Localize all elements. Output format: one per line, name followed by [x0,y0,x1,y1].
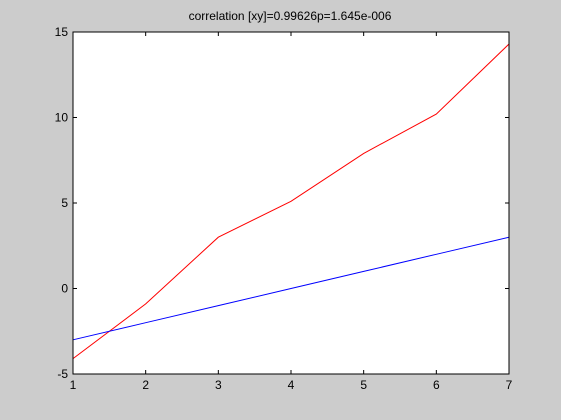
series-line-1 [72,43,510,359]
x-tick-label: 7 [506,378,513,392]
y-axis: -5 0 5 10 15 [55,25,509,381]
y-tick-label: -5 [57,367,68,381]
y-tick-label: 15 [55,25,69,39]
y-tick-label: 0 [61,282,68,296]
x-tick-label: 5 [360,378,367,392]
y-tick-label: 10 [55,111,69,125]
x-tick-label: 4 [288,378,295,392]
chart-title: correlation [xy]=0.99626p=1.645e-006 [189,9,392,23]
series-layer [72,43,510,359]
x-tick-label: 1 [70,378,77,392]
axes-area [73,32,509,374]
x-tick-label: 2 [142,378,149,392]
series-line-2 [72,236,510,341]
x-tick-label: 6 [433,378,440,392]
x-axis: 1 2 3 4 5 6 7 [70,32,513,392]
x-tick-label: 3 [215,378,222,392]
y-tick-label: 5 [61,196,68,210]
